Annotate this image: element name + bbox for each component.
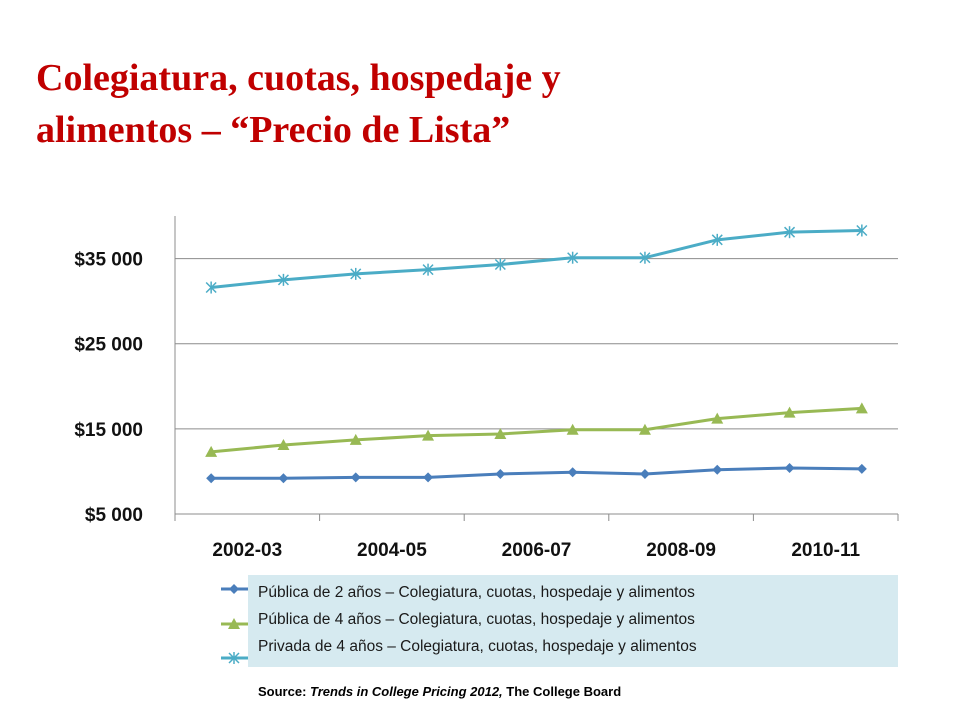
slide-title-line-2: alimentos – “Precio de Lista” [36, 109, 511, 151]
data-point [423, 472, 434, 483]
x-tick-label: 2002-03 [212, 540, 282, 561]
gridlines [175, 258, 898, 430]
legend-markers [221, 584, 250, 664]
data-point [228, 618, 240, 629]
data-point [639, 468, 650, 479]
data-point [277, 273, 289, 286]
data-point [205, 445, 218, 457]
legend-swatch [221, 584, 250, 594]
data-point [277, 439, 290, 451]
axes: $35 000 $25 000 $15 000 $5 000 2002-03 2004-0… [74, 216, 899, 561]
x-tick-label: 2008-09 [646, 540, 716, 561]
series-1 [206, 463, 867, 484]
slide-title-line-1: Colegiatura, cuotas, hospedaje y [36, 57, 561, 99]
data-point [711, 412, 724, 424]
data-point [422, 263, 434, 276]
legend-entry-private-4yr: Privada de 4 años – Colegiatura, cuotas,… [258, 638, 697, 655]
data-point [349, 433, 362, 445]
y-tick-label: $5 000 [85, 505, 143, 526]
data-point [638, 423, 651, 435]
x-tick-label: 2004-05 [357, 540, 427, 561]
x-tick-label: 2010-11 [791, 540, 860, 561]
data-point [350, 267, 362, 280]
slide-title: Colegiatura, cuotas, hospedaje y aliment… [36, 52, 916, 156]
legend-entry-public-2yr: Pública de 2 años – Colegiatura, cuotas,… [258, 584, 695, 601]
series-line [211, 466, 862, 480]
legend-swatch [221, 618, 250, 629]
data-point [711, 233, 723, 246]
y-tick-label: $25 000 [74, 335, 143, 356]
legend-swatch [221, 652, 250, 664]
data-point [856, 224, 868, 237]
data-point [567, 467, 578, 478]
data-point [278, 473, 289, 484]
source-prefix: Source: [258, 684, 311, 699]
series-3 [205, 224, 868, 294]
data-point [228, 652, 240, 664]
data-point [494, 258, 506, 271]
data-point [566, 423, 579, 435]
data-point [422, 429, 435, 441]
chart-legend: Pública de 2 años – Colegiatura, cuotas,… [248, 575, 898, 667]
data-point [567, 251, 579, 264]
legend-entry-public-4yr: Pública de 4 años – Colegiatura, cuotas,… [258, 611, 695, 628]
data-point [712, 464, 723, 475]
source-note: Source: Trends in College Pricing 2012, … [258, 684, 621, 699]
y-tick-label: $15 000 [74, 420, 143, 441]
data-point [783, 406, 796, 418]
data-point [855, 402, 868, 414]
source-publication: Trends in College Pricing 2012, [310, 684, 503, 699]
data-point [205, 281, 217, 294]
series-lines [205, 224, 868, 484]
data-point [784, 226, 796, 239]
series-line [211, 406, 862, 454]
x-tick-label: 2006-07 [502, 540, 572, 561]
data-point [229, 584, 239, 594]
data-point [494, 427, 507, 439]
data-point [639, 251, 651, 264]
series-line [210, 228, 862, 290]
y-tick-label: $35 000 [74, 250, 143, 271]
data-point [856, 463, 867, 474]
data-point [350, 472, 361, 483]
series-2 [205, 402, 868, 457]
source-suffix: The College Board [502, 684, 622, 699]
data-point [784, 463, 795, 474]
data-point [495, 468, 506, 479]
data-point [206, 473, 217, 484]
